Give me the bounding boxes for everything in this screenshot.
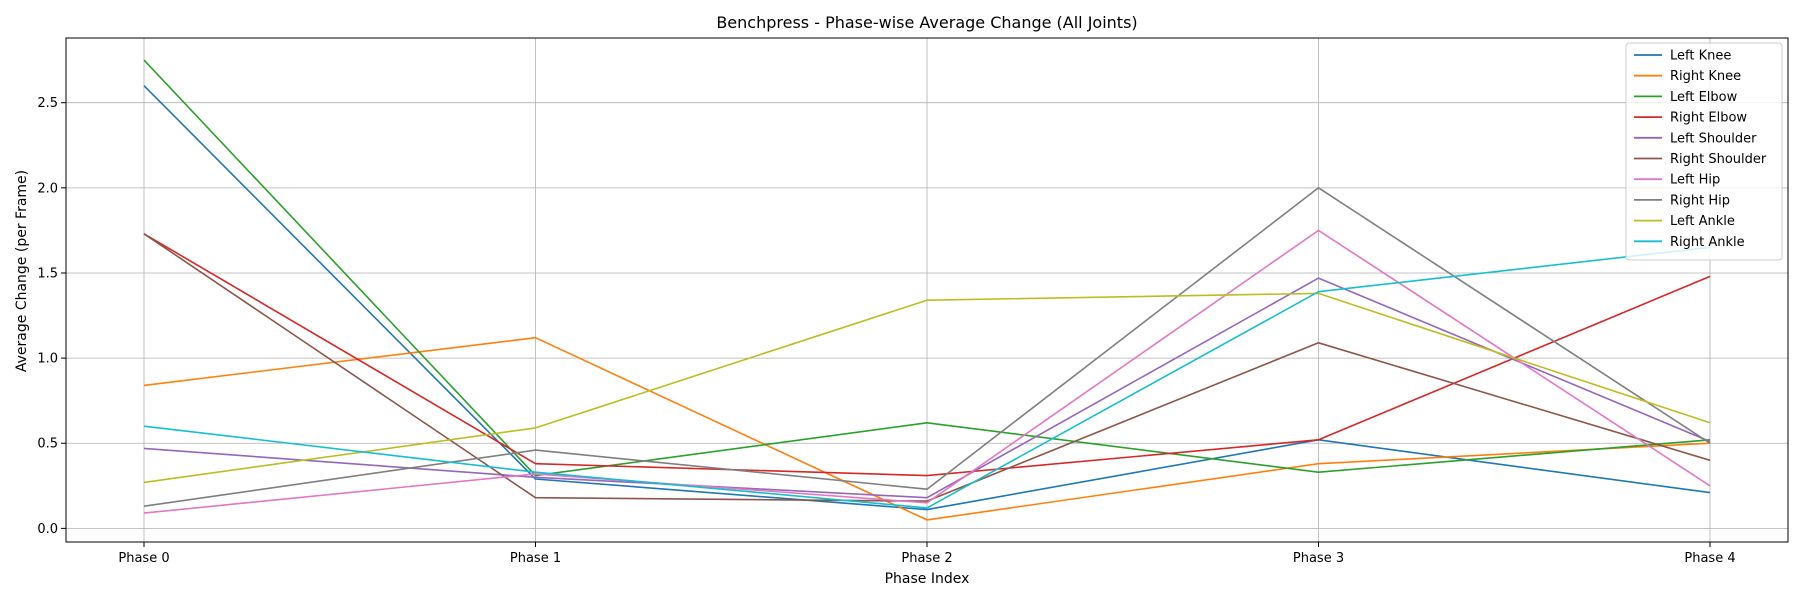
chart-title: Benchpress - Phase-wise Average Change (…: [716, 13, 1137, 32]
legend-label: Right Ankle: [1670, 235, 1745, 250]
x-tick-label: Phase 1: [510, 551, 561, 566]
legend: Left Knee Right Knee Left Elbow Right Elbow…: [1625, 42, 1783, 261]
x-axis-label: Phase Index: [885, 571, 970, 587]
legend-label: Left Shoulder: [1670, 131, 1757, 146]
y-axis-label: Average Change (per Frame): [14, 170, 30, 372]
series-line-right-ankle: [143, 246, 1711, 509]
series-line-right-elbow: [143, 233, 1711, 477]
legend-label: Left Hip: [1670, 173, 1720, 188]
legend-label: Right Shoulder: [1670, 152, 1767, 167]
y-tick-label: 1.5: [37, 266, 58, 281]
x-tick-label: Phase 0: [118, 551, 169, 566]
legend-box: [1625, 42, 1783, 261]
y-tick-label: 2.5: [37, 96, 58, 111]
y-tick-label: 0.0: [37, 522, 58, 537]
series-line-right-hip: [143, 187, 1711, 507]
series-line-right-knee: [143, 336, 1711, 521]
y-tick-label: 1.0: [37, 352, 58, 367]
axis-ticks: Phase 0 Phase 1 Phase 2 Phase 3 Phase 4 0.0 0.…: [37, 96, 1735, 566]
x-tick-label: Phase 2: [901, 551, 952, 566]
x-tick-label: Phase 4: [1684, 551, 1735, 566]
legend-label: Left Knee: [1670, 49, 1731, 64]
series-line-left-elbow: [143, 59, 1711, 477]
grid-lines: [66, 38, 1788, 542]
y-tick-label: 2.0: [37, 181, 58, 196]
legend-label: Left Ankle: [1670, 214, 1735, 229]
series-line-left-ankle: [143, 292, 1711, 484]
legend-label: Right Hip: [1670, 193, 1730, 208]
legend-label: Left Elbow: [1670, 90, 1738, 105]
series-line-left-hip: [143, 229, 1711, 514]
series-line-right-shoulder: [143, 233, 1711, 502]
x-tick-label: Phase 3: [1293, 551, 1344, 566]
y-tick-label: 0.5: [37, 437, 58, 452]
legend-label: Right Elbow: [1670, 111, 1747, 126]
series-lines: [143, 59, 1711, 521]
legend-label: Right Knee: [1670, 69, 1741, 84]
series-line-left-shoulder: [143, 277, 1711, 499]
